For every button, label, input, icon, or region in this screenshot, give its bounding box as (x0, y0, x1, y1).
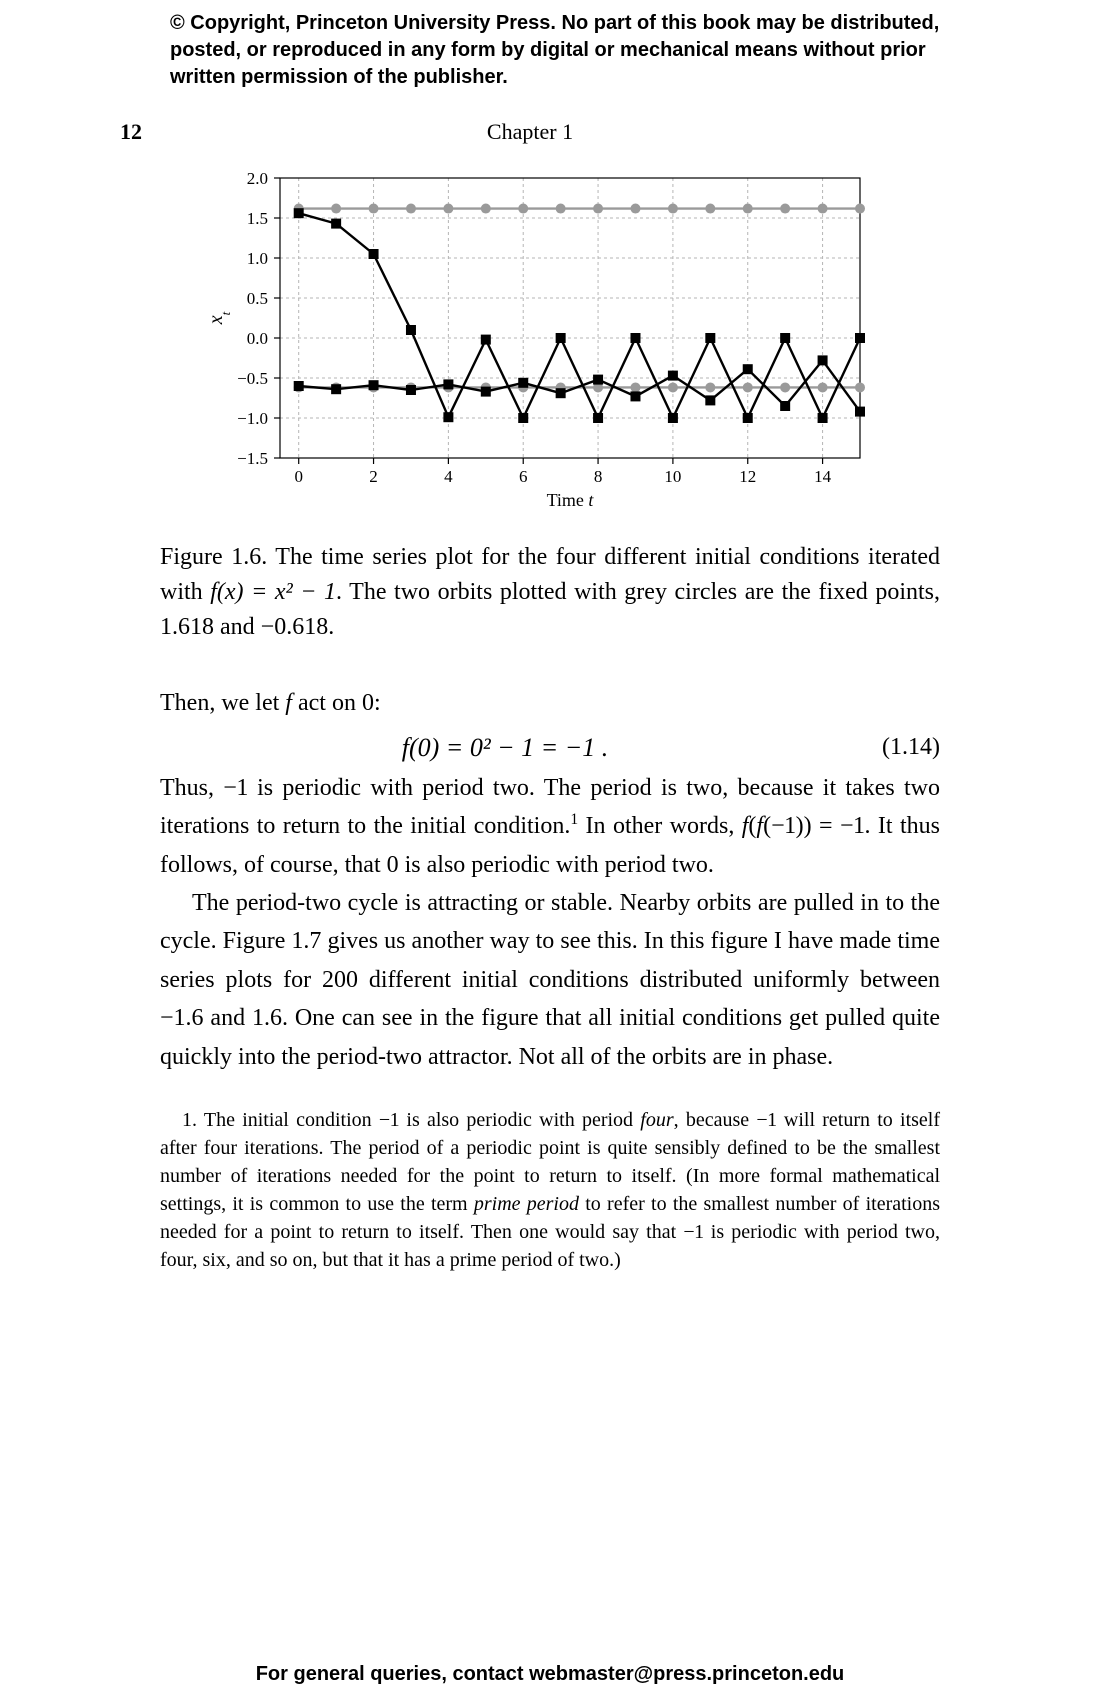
page: © Copyright, Princeton University Press.… (0, 0, 1100, 1700)
paragraph-2: Thus, −1 is periodic with period two. Th… (160, 769, 940, 884)
equation-1-14: f(0) = 0² − 1 = −1 . (1.14) (160, 733, 940, 763)
svg-text:2: 2 (369, 467, 378, 486)
footnote-1: 1. The initial condition −1 is also peri… (160, 1106, 940, 1274)
p1-text: Then, we let f act on 0: (160, 690, 381, 716)
svg-text:−1.0: −1.0 (237, 409, 268, 428)
svg-text:4: 4 (444, 467, 453, 486)
copyright-notice: © Copyright, Princeton University Press.… (170, 10, 980, 91)
svg-text:0.5: 0.5 (247, 289, 268, 308)
timeseries-chart: 0 2 4 6 8 10 12 14 −1.5 −1.0 −0.5 0.0 0.5 1.0 1.5 2.0 Ti… (200, 163, 880, 513)
svg-text:0: 0 (294, 467, 303, 486)
svg-text:−1.5: −1.5 (237, 449, 268, 468)
svg-text:xt: xt (205, 311, 233, 325)
chapter-label: Chapter 1 (120, 119, 940, 145)
svg-text:2.0: 2.0 (247, 169, 268, 188)
svg-text:6: 6 (519, 467, 528, 486)
svg-text:Time t: Time t (547, 490, 595, 510)
svg-text:12: 12 (739, 467, 756, 486)
svg-text:14: 14 (814, 467, 832, 486)
svg-text:10: 10 (664, 467, 681, 486)
svg-text:1.0: 1.0 (247, 249, 268, 268)
paragraph-3: The period-two cycle is attracting or st… (160, 884, 940, 1076)
svg-text:8: 8 (594, 467, 603, 486)
paragraph-intro: Then, we let f act on 0: (160, 684, 940, 722)
caption-formula: f(x) = x² − 1 (210, 579, 336, 605)
equation-number: (1.14) (850, 734, 940, 761)
running-head: 12 Chapter 1 (160, 119, 940, 145)
svg-text:0.0: 0.0 (247, 329, 268, 348)
page-footer: For general queries, contact webmaster@p… (0, 1663, 1100, 1686)
svg-text:1.5: 1.5 (247, 209, 268, 228)
equation-body: f(0) = 0² − 1 = −1 . (160, 733, 850, 763)
figure-1-6: 0 2 4 6 8 10 12 14 −1.5 −1.0 −0.5 0.0 0.5 1.0 1.5 2.0 Ti… (200, 163, 940, 518)
svg-text:−0.5: −0.5 (237, 369, 268, 388)
figure-caption: Figure 1.6. The time series plot for the… (160, 540, 940, 644)
